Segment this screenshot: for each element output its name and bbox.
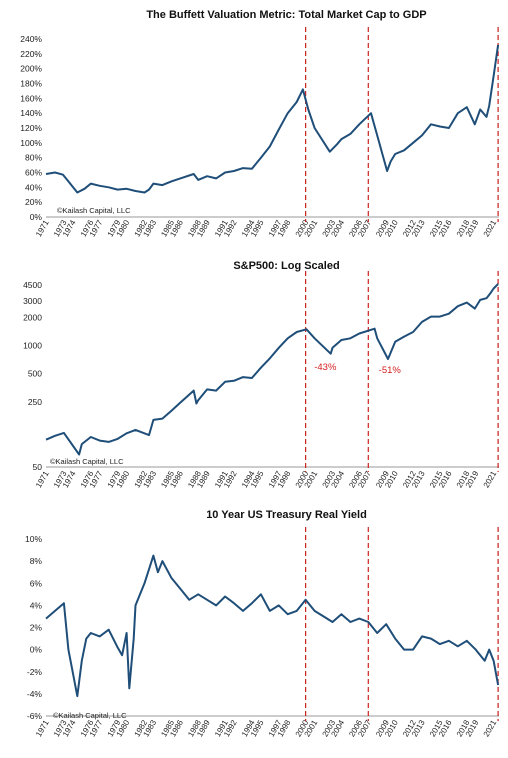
- y-tick-label: 10%: [25, 534, 42, 544]
- y-tick-label: 0%: [30, 645, 43, 655]
- y-tick-label: 50: [33, 462, 43, 472]
- y-tick-label: 4500: [23, 280, 42, 290]
- y-tick-label: 60%: [25, 168, 42, 178]
- x-tick-label: 2021: [482, 469, 499, 489]
- series-line: [45, 283, 499, 456]
- y-tick-label: 250: [28, 397, 42, 407]
- y-tick-label: 2000: [23, 313, 42, 323]
- y-tick-label: -2%: [27, 667, 43, 677]
- y-tick-label: 180%: [20, 79, 42, 89]
- y-tick-label: 8%: [30, 556, 43, 566]
- y-tick-label: 3000: [23, 296, 42, 306]
- y-tick-label: 20%: [25, 197, 42, 207]
- y-tick-label: 1000: [23, 341, 42, 351]
- chart-title: The Buffett Valuation Metric: Total Mark…: [146, 9, 426, 21]
- chart-title: 10 Year US Treasury Real Yield: [206, 509, 367, 521]
- source-note: ©Kailash Capital, LLC: [57, 206, 131, 215]
- x-tick-label: 2021: [482, 718, 499, 738]
- y-tick-label: 120%: [20, 123, 42, 133]
- x-tick-label: 1971: [34, 469, 51, 489]
- y-tick-label: 500: [28, 369, 42, 379]
- y-tick-label: 6%: [30, 578, 43, 588]
- y-tick-label: 220%: [20, 49, 42, 59]
- y-tick-label: 40%: [25, 182, 42, 192]
- y-tick-label: 140%: [20, 108, 42, 118]
- y-tick-label: 0%: [30, 212, 43, 222]
- y-tick-label: 240%: [20, 34, 42, 44]
- series-line: [45, 554, 500, 698]
- x-tick-label: 2021: [482, 218, 499, 238]
- chart-title: S&P500: Log Scaled: [233, 260, 339, 272]
- y-tick-label: 80%: [25, 153, 42, 163]
- drawdown-label: -51%: [379, 365, 402, 376]
- y-tick-label: 160%: [20, 93, 42, 103]
- y-tick-label: -4%: [27, 689, 43, 699]
- y-tick-label: 200%: [20, 64, 42, 74]
- x-tick-label: 1971: [34, 718, 51, 738]
- y-tick-label: 2%: [30, 623, 43, 633]
- source-note: ©Kailash Capital, LLC: [50, 457, 124, 466]
- drawdown-label: -43%: [314, 362, 337, 373]
- y-tick-label: 4%: [30, 600, 43, 610]
- series-line: [45, 44, 500, 194]
- y-tick-label: 100%: [20, 138, 42, 148]
- y-tick-label: -6%: [27, 711, 43, 721]
- source-note: ©Kailash Capital, LLC: [53, 711, 127, 720]
